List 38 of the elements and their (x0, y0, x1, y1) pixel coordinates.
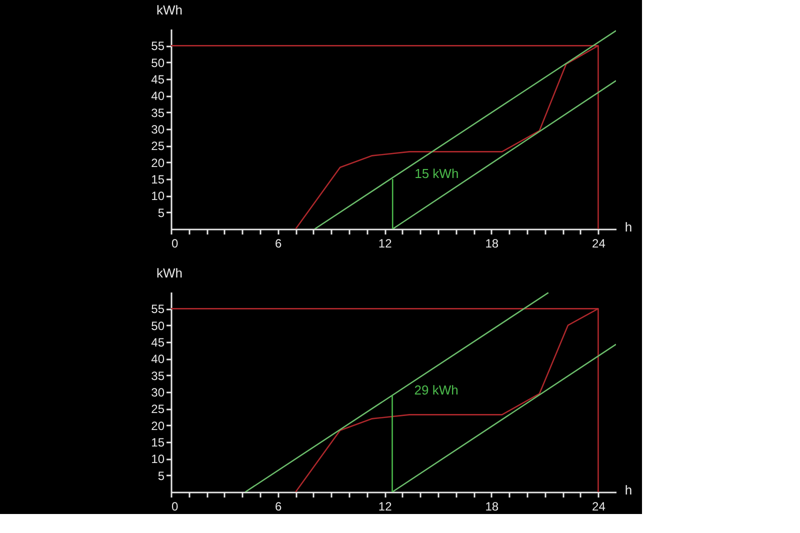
x-tick-label: 12 (378, 500, 392, 514)
y-tick-label: 5 (158, 468, 165, 483)
x-axis-title: h (624, 482, 632, 498)
y-tick-label: 20 (151, 418, 165, 433)
y-tick-label: 10 (151, 189, 165, 204)
y-tick-label: 5 (158, 206, 165, 220)
y-tick-label: 30 (151, 122, 165, 136)
x-tick-label: 0 (172, 500, 178, 514)
x-axis-title: h (624, 220, 632, 234)
y-tick-label: 10 (151, 452, 165, 466)
x-tick-label: 12 (378, 236, 392, 250)
x-tick-label: 6 (274, 500, 282, 514)
x-tick-label: 18 (485, 500, 499, 514)
y-tick-label: 35 (151, 368, 165, 383)
x-tick-label: 24 (592, 236, 606, 250)
y-tick-label: 45 (151, 336, 165, 350)
y-tick-label: 15 (151, 436, 165, 450)
y-tick-label: 50 (151, 318, 165, 333)
y-tick-label: 25 (151, 402, 165, 416)
y-tick-label: 15 (151, 172, 165, 186)
y-tick-label: 35 (151, 106, 165, 120)
x-tick-label: 6 (274, 236, 282, 250)
y-tick-label: 55 (151, 39, 165, 54)
y-tick-label: 20 (151, 156, 165, 170)
y-axis-title: kWh (156, 266, 182, 280)
annotation: 15 kWh (414, 166, 459, 181)
x-tick-label: 24 (592, 500, 606, 514)
y-tick-label: 40 (151, 89, 165, 104)
annotation: 29 kWh (414, 382, 458, 398)
y-tick-label: 40 (151, 352, 165, 366)
y-tick-label: 25 (151, 139, 165, 154)
y-tick-label: 55 (151, 302, 165, 316)
y-tick-label: 45 (151, 72, 165, 86)
y-tick-label: 30 (151, 386, 165, 400)
x-tick-label: 18 (485, 236, 499, 250)
x-tick-label: 0 (172, 236, 178, 250)
y-axis-title: kWh (156, 2, 182, 18)
y-tick-label: 50 (151, 56, 165, 70)
